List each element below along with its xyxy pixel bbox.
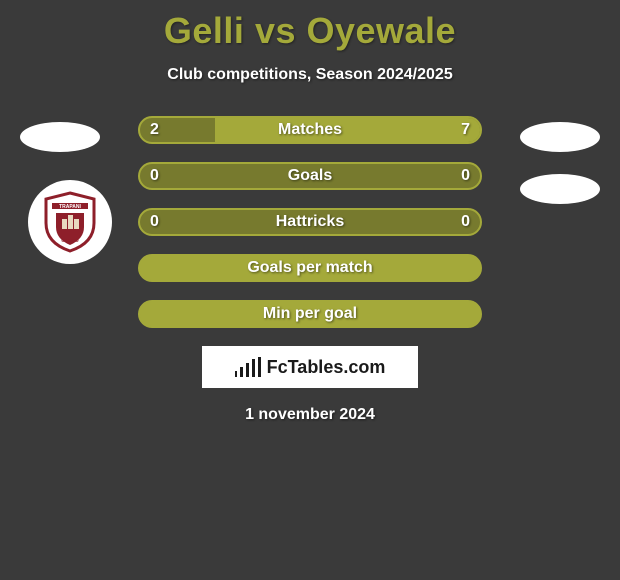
club-right-avatar xyxy=(520,174,600,204)
page-title: Gelli vs Oyewale xyxy=(0,0,620,52)
bar-chart-icon xyxy=(235,357,261,377)
stat-left-value: 0 xyxy=(150,213,159,231)
player-left-avatar xyxy=(20,122,100,152)
svg-text:CALCIO: CALCIO xyxy=(61,238,79,243)
stat-fill xyxy=(215,118,480,142)
stat-label: Goals xyxy=(288,167,332,185)
stat-row: 2 Matches 7 xyxy=(138,116,482,144)
brand-badge: FcTables.com xyxy=(202,346,418,388)
stat-left-value: 0 xyxy=(150,167,159,185)
stat-right-value: 7 xyxy=(461,121,470,139)
stat-row: Goals per match xyxy=(138,254,482,282)
trapani-shield-icon: TRAPANI CALCIO xyxy=(42,191,98,253)
date-text: 1 november 2024 xyxy=(0,406,620,424)
brand-text: FcTables.com xyxy=(267,357,386,378)
stat-row: 0 Hattricks 0 xyxy=(138,208,482,236)
stat-label: Goals per match xyxy=(247,259,372,277)
stat-left-value: 2 xyxy=(150,121,159,139)
stat-label: Hattricks xyxy=(276,213,344,231)
subtitle: Club competitions, Season 2024/2025 xyxy=(0,66,620,84)
stat-row: Min per goal xyxy=(138,300,482,328)
stat-right-value: 0 xyxy=(461,167,470,185)
stat-right-value: 0 xyxy=(461,213,470,231)
stat-label: Matches xyxy=(278,121,342,139)
player-right-avatar xyxy=(520,122,600,152)
stat-row: 0 Goals 0 xyxy=(138,162,482,190)
club-left-badge: TRAPANI CALCIO xyxy=(28,180,112,264)
stat-label: Min per goal xyxy=(263,305,357,323)
svg-text:TRAPANI: TRAPANI xyxy=(59,204,81,210)
